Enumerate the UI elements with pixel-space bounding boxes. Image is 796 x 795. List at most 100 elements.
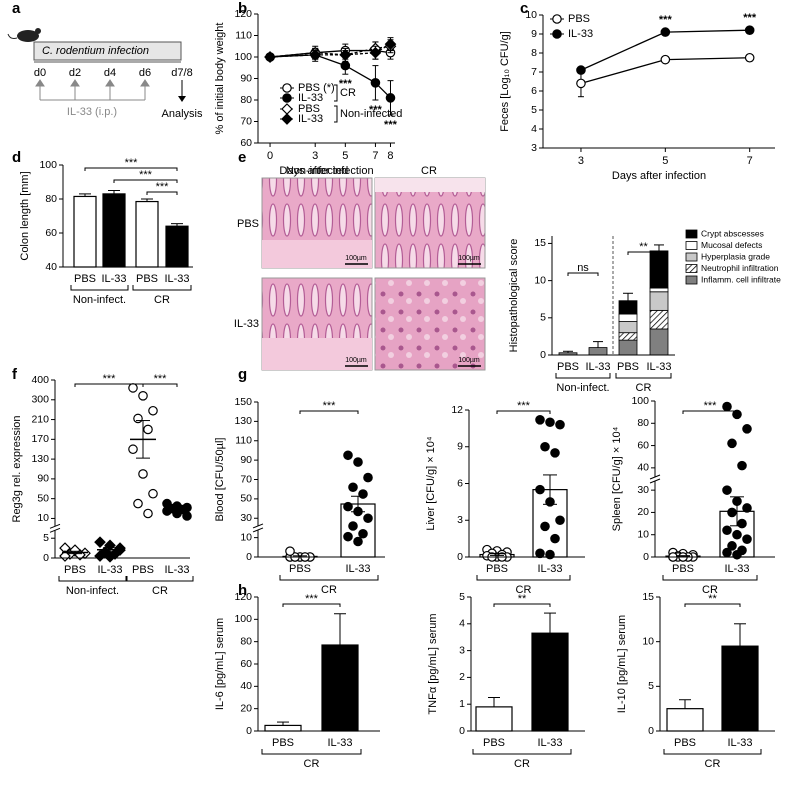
group-label: CR xyxy=(321,584,337,596)
x-tick-label: PBS xyxy=(132,564,154,576)
significance-bracket xyxy=(142,383,178,387)
marker xyxy=(94,536,106,549)
x-axis-label: Days after infection xyxy=(612,170,706,182)
x-tick-label: IL-33 xyxy=(537,563,562,575)
marker xyxy=(358,489,368,499)
marker xyxy=(143,424,153,435)
y-tick-label: 8 xyxy=(531,47,537,59)
x-tick-label: PBS xyxy=(557,361,579,373)
bar-segment xyxy=(649,287,669,293)
marker xyxy=(282,93,292,103)
y-tick-label: 110 xyxy=(235,29,252,41)
bar-segment xyxy=(649,250,669,289)
group-label: Non-infect. xyxy=(73,294,126,306)
marker xyxy=(742,503,752,513)
y-tick-label: 100 xyxy=(631,395,649,407)
marker xyxy=(358,528,368,539)
marker xyxy=(727,507,737,518)
bar xyxy=(264,724,302,732)
marker xyxy=(339,49,352,61)
marker xyxy=(282,83,292,93)
bar-segment xyxy=(649,291,669,311)
axis-break xyxy=(649,474,661,480)
marker xyxy=(555,515,565,526)
column-label: Non-infected xyxy=(286,165,348,177)
axis-break xyxy=(252,527,264,533)
y-tick-label: 5 xyxy=(540,312,546,324)
bar xyxy=(102,193,126,268)
y-tick-label: 60 xyxy=(637,439,649,451)
y-tick-label: 400 xyxy=(31,374,49,386)
column-label: CR xyxy=(421,165,437,177)
group-bracket xyxy=(663,749,762,755)
y-tick-label: 80 xyxy=(45,193,57,205)
day-label: d6 xyxy=(139,67,151,79)
marker xyxy=(384,38,397,50)
y-axis-label: Liver [CFU/g] × 10⁴ xyxy=(425,436,437,531)
x-tick-label: IL-33 xyxy=(727,737,752,749)
y-tick-label: 6 xyxy=(531,85,537,97)
group-bracket xyxy=(132,285,192,291)
y-tick-label: 9 xyxy=(531,28,537,40)
y-tick-label: 130 xyxy=(234,415,252,427)
significance-bracket xyxy=(113,179,178,183)
x-tick-label: PBS xyxy=(486,563,508,575)
marker xyxy=(353,457,363,467)
panel-letter: f xyxy=(12,366,18,383)
significance-label: *** xyxy=(103,373,117,385)
x-tick-label: PBS xyxy=(272,737,294,749)
marker xyxy=(540,441,550,452)
y-tick-label: 70 xyxy=(240,473,252,485)
y-tick-label: 0 xyxy=(457,551,463,563)
group-label: CR xyxy=(154,294,170,306)
significance-bracket xyxy=(84,167,178,171)
significance-label: *** xyxy=(517,400,531,412)
marker xyxy=(138,391,148,401)
legend-swatch xyxy=(685,229,698,239)
x-tick-label: 3 xyxy=(578,155,584,167)
x-tick-label: 0 xyxy=(267,150,273,162)
marker xyxy=(128,383,138,393)
significance-label: *** xyxy=(125,157,139,169)
axis-break-gap xyxy=(50,526,60,531)
y-tick-label: 90 xyxy=(37,473,49,485)
group-bracket xyxy=(615,373,672,379)
marker xyxy=(732,409,742,420)
y-tick-label: 0 xyxy=(540,349,546,361)
marker xyxy=(385,93,396,103)
y-tick-label: 0 xyxy=(246,725,252,737)
marker xyxy=(722,401,732,412)
y-tick-label: 1 xyxy=(459,698,465,710)
y-tick-label: 10 xyxy=(240,531,252,543)
micrograph-lumen xyxy=(375,178,485,192)
marker xyxy=(309,49,322,61)
y-tick-label: 100 xyxy=(39,159,57,171)
y-tick-label: 15 xyxy=(534,237,546,249)
group-label: CR xyxy=(702,584,718,596)
row-label: IL-33 xyxy=(234,318,259,330)
y-axis-label: TNFα [pg/mL] serum xyxy=(427,613,439,714)
marker xyxy=(148,488,158,499)
significance-bracket xyxy=(627,251,660,255)
significance-label: *** xyxy=(156,181,170,193)
legend-label: PBS (*) xyxy=(298,82,335,94)
marker xyxy=(576,65,586,75)
y-axis-label: % of initial body weight xyxy=(214,23,226,135)
group-bracket xyxy=(476,575,571,581)
group-bracket xyxy=(279,575,379,581)
y-tick-label: 10 xyxy=(642,635,654,647)
y-tick-label: 50 xyxy=(240,493,252,505)
marker xyxy=(660,27,671,37)
significance-label: *** xyxy=(384,119,398,131)
axis-break xyxy=(252,523,264,529)
marker xyxy=(162,506,172,516)
y-tick-label: 150 xyxy=(234,396,252,408)
infection-bar xyxy=(33,41,182,61)
y-tick-label: 20 xyxy=(637,506,649,518)
y-axis-label: Reg3g rel. expression xyxy=(11,415,23,522)
significance-label: *** xyxy=(139,169,153,181)
mouse-icon xyxy=(17,30,39,42)
infection-label: C. rodentium infection xyxy=(42,45,149,57)
significance-bracket xyxy=(493,603,551,607)
y-tick-label: 2 xyxy=(459,671,465,683)
